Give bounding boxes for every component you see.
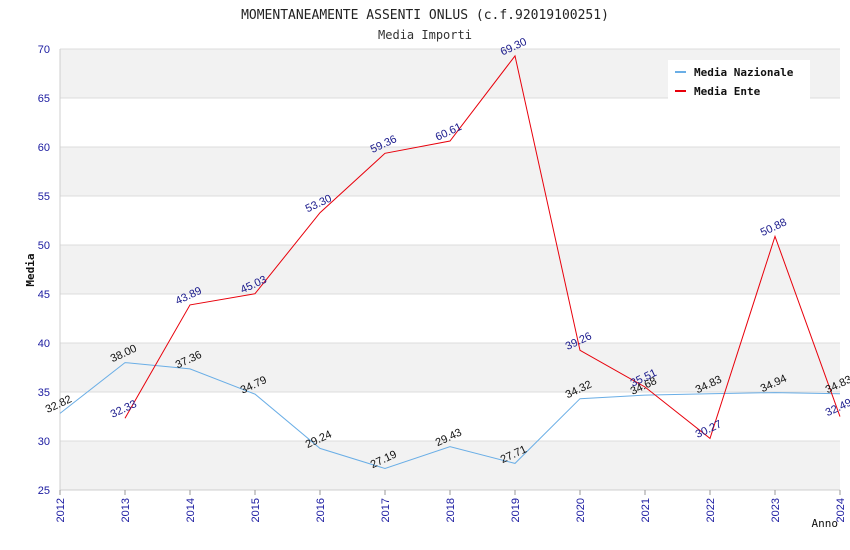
y-axis-label: Media: [24, 253, 37, 286]
legend-label: Media Nazionale: [694, 66, 794, 79]
x-tick-label: 2014: [185, 498, 197, 522]
data-label-ente: 32.33: [109, 398, 139, 421]
x-tick-label: 2012: [55, 498, 67, 522]
x-tick-label: 2021: [640, 498, 652, 522]
x-tick-label: 2015: [250, 498, 262, 522]
data-label-ente: 50.88: [759, 216, 789, 239]
x-axis-label: Anno: [812, 517, 839, 530]
y-tick-label: 70: [38, 44, 50, 56]
data-label-ente: 32.49: [824, 397, 850, 420]
x-tick-label: 2020: [575, 498, 587, 522]
x-tick-label: 2018: [445, 498, 457, 522]
y-tick-label: 40: [38, 338, 50, 350]
legend: Media Nazionale Media Ente: [668, 60, 810, 102]
x-tick-label: 2019: [510, 498, 522, 522]
series-lines: [59, 54, 841, 470]
y-tick-label: 65: [38, 93, 50, 105]
x-tick-label: 2017: [380, 498, 392, 522]
grid-band: [60, 441, 840, 490]
y-tick-label: 50: [38, 240, 50, 252]
chart-title: MOMENTANEAMENTE ASSENTI ONLUS (c.f.92019…: [241, 8, 609, 23]
grid-band: [60, 343, 840, 392]
legend-label: Media Ente: [694, 85, 761, 98]
y-tick-label: 45: [38, 289, 50, 301]
series-line-media-nazionale: [59, 362, 841, 470]
grid-band: [60, 245, 840, 294]
x-tick-label: 2013: [120, 498, 132, 522]
x-tick-label: 2023: [770, 498, 782, 522]
series-line-media-ente: [124, 54, 841, 440]
grid-bands: [60, 49, 840, 490]
y-tick-label: 35: [38, 387, 50, 399]
x-tick-label: 2016: [315, 498, 327, 522]
x-tick-labels: 2012 2013 2014 2015 2016 2017 2018 2019 2020 2021…: [55, 498, 847, 522]
y-tick-label: 30: [38, 436, 50, 448]
gridlines: [60, 48, 840, 491]
y-tick-label: 25: [38, 485, 50, 497]
x-tick-label: 2024: [835, 498, 847, 522]
axes: [59, 49, 841, 495]
data-label-ente: 60.61: [434, 121, 464, 144]
x-tick-label: 2022: [705, 498, 717, 522]
grid-band: [60, 147, 840, 196]
chart-subtitle: Media Importi: [378, 28, 472, 42]
legend-background: [668, 60, 810, 102]
y-tick-label: 60: [38, 142, 50, 154]
y-tick-labels: 25 30 35 40 45 50 55 60 65 70: [38, 44, 50, 497]
y-tick-label: 55: [38, 191, 50, 203]
